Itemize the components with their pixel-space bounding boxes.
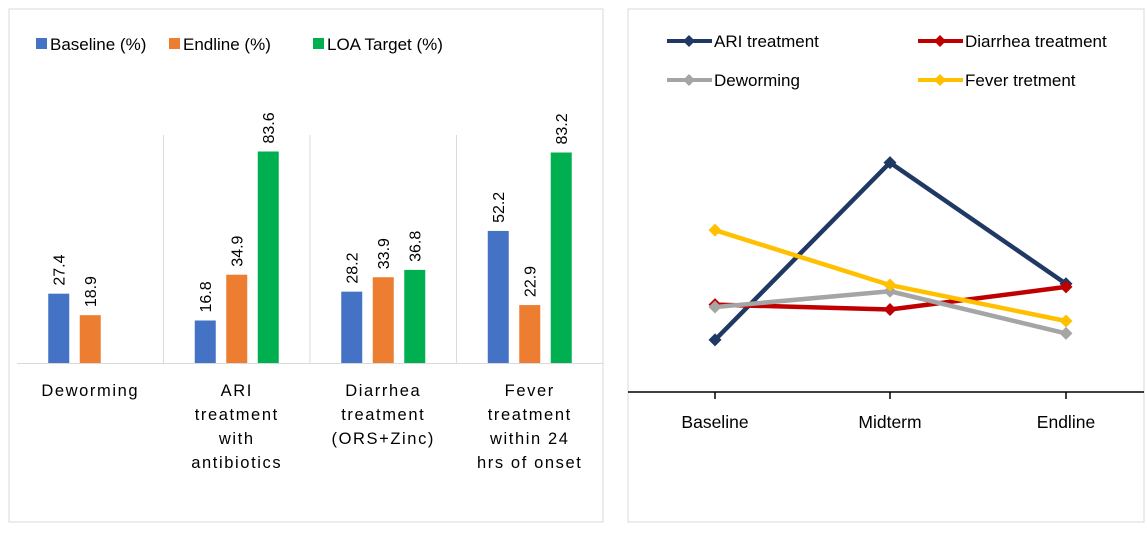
point-fever-tretment-2 <box>1059 314 1073 328</box>
category-label: ARI <box>221 382 253 400</box>
category-label: with <box>218 430 255 448</box>
data-label: 36.8 <box>408 231 425 262</box>
legend-swatch-endline <box>169 38 180 49</box>
point-diarrhea-treatment-1 <box>883 303 897 317</box>
bar-baseline-2 <box>341 291 363 363</box>
data-label: 83.2 <box>554 113 571 144</box>
legend-label-deworming: Deworming <box>714 71 800 90</box>
bar-endline-2 <box>372 277 394 363</box>
point-deworming-0 <box>708 300 722 314</box>
category-label: antibiotics <box>191 454 282 472</box>
point-diarrhea-treatment-2 <box>1059 280 1073 294</box>
data-label: 22.9 <box>523 266 540 297</box>
bar-endline-0 <box>79 315 101 363</box>
legend-marker-deworming <box>683 74 695 86</box>
legend-marker-diarrhea-treatment <box>934 35 946 47</box>
legend-swatch-baseline <box>36 38 47 49</box>
category-label: (ORS+Zinc) <box>331 430 435 448</box>
point-ari-treatment-0 <box>708 333 722 347</box>
data-label: 34.9 <box>230 235 247 266</box>
category-label: Diarrhea <box>345 382 421 400</box>
data-label: 16.8 <box>198 281 215 312</box>
point-ari-treatment-1 <box>883 156 897 170</box>
legend-label-loa-target: LOA Target (%) <box>327 35 443 54</box>
legend-label-baseline: Baseline (%) <box>50 35 146 54</box>
legend-label-fever-tretment: Fever tretment <box>965 71 1076 90</box>
legend-marker-ari-treatment <box>683 35 695 47</box>
legend-swatch-loa-target <box>313 38 324 49</box>
category-label: hrs of onset <box>477 454 582 472</box>
legend-label-endline: Endline (%) <box>183 35 271 54</box>
bar-loa-target-1 <box>257 151 279 363</box>
category-label: Deworming <box>41 382 139 400</box>
bar-endline-1 <box>226 274 248 363</box>
line-chart-frame <box>627 8 1145 523</box>
category-label: Fever <box>505 382 555 400</box>
data-label: 33.9 <box>376 238 393 269</box>
line-chart-legend: ARI treatment Diarrhea treatment Deworming… <box>667 32 1107 90</box>
point-deworming-2 <box>1059 326 1073 340</box>
line-chart-plot: Baseline Midterm Endline <box>628 156 1144 432</box>
x-tick-label: Midterm <box>858 412 921 432</box>
x-tick-label: Baseline <box>681 412 748 432</box>
data-label: 52.2 <box>491 192 508 223</box>
data-label: 18.9 <box>83 276 100 307</box>
data-label: 28.2 <box>345 252 362 283</box>
legend-label-ari-treatment: ARI treatment <box>714 32 819 51</box>
bar-baseline-1 <box>194 320 216 363</box>
bar-loa-target-2 <box>404 269 426 363</box>
legend-label-diarrhea-treatment: Diarrhea treatment <box>965 32 1107 51</box>
bar-baseline-0 <box>48 293 70 363</box>
x-tick-label: Endline <box>1037 412 1095 432</box>
bar-endline-3 <box>519 305 541 363</box>
bar-chart-plot: 27.4 18.9 Deworming 16.8 34.9 83.6 ARI treatmen… <box>17 112 603 472</box>
bar-loa-target-3 <box>550 152 572 363</box>
category-label: treatment <box>341 406 425 424</box>
bar-chart-legend: Baseline (%) Endline (%) LOA Target (%) <box>36 35 443 54</box>
bar-baseline-3 <box>487 230 509 363</box>
data-label: 83.6 <box>261 112 278 143</box>
category-label: treatment <box>488 406 572 424</box>
data-label: 27.4 <box>52 254 69 285</box>
legend-marker-fever-tretment <box>934 74 946 86</box>
category-label: within 24 <box>489 430 570 448</box>
point-fever-tretment-0 <box>708 223 722 237</box>
point-fever-tretment-1 <box>883 278 897 292</box>
category-label: treatment <box>195 406 279 424</box>
